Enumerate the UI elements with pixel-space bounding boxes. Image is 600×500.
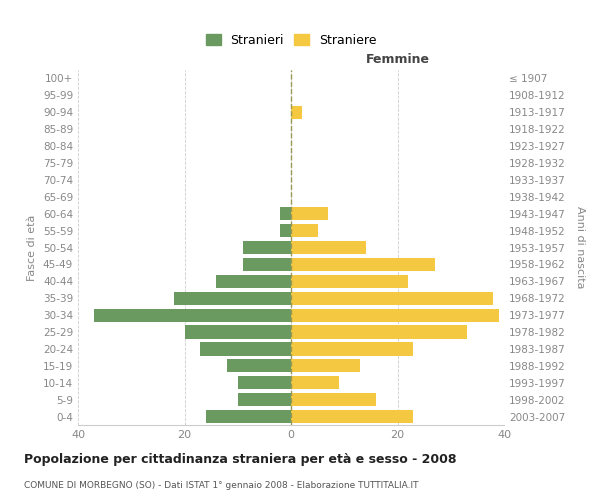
Bar: [291, 410, 413, 423]
Bar: [291, 292, 493, 305]
Bar: [243, 258, 291, 271]
Bar: [291, 274, 408, 288]
Bar: [185, 326, 291, 338]
Bar: [238, 393, 291, 406]
Bar: [243, 241, 291, 254]
Legend: Stranieri, Straniere: Stranieri, Straniere: [202, 30, 380, 50]
Bar: [291, 308, 499, 322]
Text: COMUNE DI MORBEGNO (SO) - Dati ISTAT 1° gennaio 2008 - Elaborazione TUTTITALIA.I: COMUNE DI MORBEGNO (SO) - Dati ISTAT 1° …: [24, 480, 419, 490]
Bar: [291, 224, 317, 237]
Bar: [291, 241, 365, 254]
Bar: [217, 274, 291, 288]
Y-axis label: Fasce di età: Fasce di età: [28, 214, 37, 280]
Bar: [291, 207, 328, 220]
Bar: [291, 258, 435, 271]
Bar: [291, 106, 302, 119]
Bar: [291, 376, 339, 390]
Bar: [280, 224, 291, 237]
Y-axis label: Anni di nascita: Anni di nascita: [575, 206, 585, 289]
Bar: [291, 359, 360, 372]
Bar: [280, 207, 291, 220]
Bar: [94, 308, 291, 322]
Bar: [200, 342, 291, 355]
Bar: [206, 410, 291, 423]
Bar: [291, 342, 413, 355]
Bar: [238, 376, 291, 390]
Text: Popolazione per cittadinanza straniera per età e sesso - 2008: Popolazione per cittadinanza straniera p…: [24, 452, 457, 466]
Bar: [227, 359, 291, 372]
Text: Femmine: Femmine: [365, 54, 430, 66]
Bar: [174, 292, 291, 305]
Bar: [291, 326, 467, 338]
Bar: [291, 393, 376, 406]
